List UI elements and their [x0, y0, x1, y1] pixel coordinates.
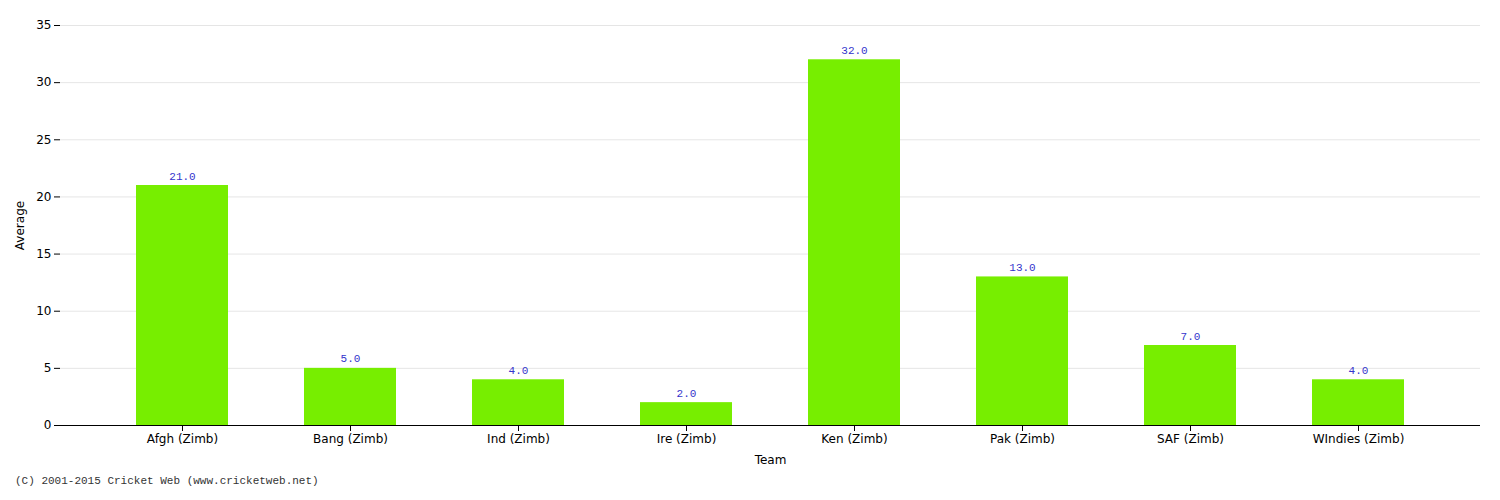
- svg-text:Pak (Zimb): Pak (Zimb): [990, 432, 1055, 446]
- svg-text:20: 20: [36, 190, 51, 204]
- svg-text:2.0: 2.0: [677, 388, 697, 400]
- svg-text:Ind (Zimb): Ind (Zimb): [487, 432, 550, 446]
- svg-text:35: 35: [36, 18, 51, 32]
- svg-text:SAF (Zimb): SAF (Zimb): [1157, 432, 1224, 446]
- svg-text:7.0: 7.0: [1181, 331, 1201, 343]
- svg-text:13.0: 13.0: [1009, 262, 1035, 274]
- svg-text:5.0: 5.0: [341, 353, 361, 365]
- svg-text:32.0: 32.0: [841, 45, 867, 57]
- svg-text:Ken (Zimb): Ken (Zimb): [821, 432, 887, 446]
- svg-text:4.0: 4.0: [1349, 365, 1369, 377]
- svg-text:Team: Team: [754, 453, 787, 467]
- svg-text:15: 15: [36, 247, 51, 261]
- svg-text:WIndies (Zimb): WIndies (Zimb): [1313, 432, 1405, 446]
- svg-text:4.0: 4.0: [509, 365, 529, 377]
- svg-text:Average: Average: [13, 201, 27, 250]
- svg-text:0: 0: [44, 418, 52, 432]
- svg-text:30: 30: [36, 75, 51, 89]
- svg-text:Ire (Zimb): Ire (Zimb): [657, 432, 717, 446]
- svg-text:10: 10: [36, 304, 51, 318]
- html-text:(C) 2001-2015 Cricket Web (www: (C) 2001-2015 Cricket Web (www.cricketwe…: [15, 475, 319, 487]
- svg-text:5: 5: [44, 361, 52, 375]
- svg-text:Afgh (Zimb): Afgh (Zimb): [147, 432, 218, 446]
- svg-text:25: 25: [36, 133, 51, 147]
- svg-text:21.0: 21.0: [169, 171, 195, 183]
- svg-text:Bang (Zimb): Bang (Zimb): [313, 432, 388, 446]
